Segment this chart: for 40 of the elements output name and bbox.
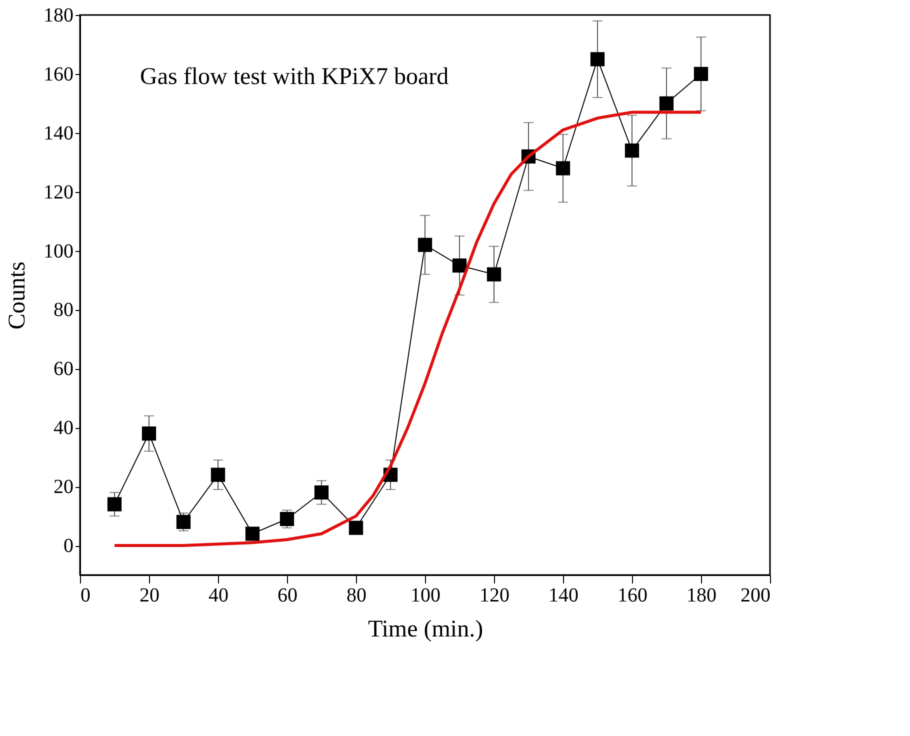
y-tick-label: 140 (44, 122, 74, 144)
point (452, 258, 467, 273)
x-tick-label: 100 (410, 584, 440, 606)
y-tick-label: 60 (54, 358, 74, 380)
point (418, 238, 432, 252)
x-tick-label: 0 (80, 584, 90, 606)
x-tick-label: 40 (208, 584, 228, 606)
x-tick-label: 160 (618, 584, 648, 606)
x-tick-label: 80 (346, 584, 366, 606)
point (659, 96, 674, 110)
point (176, 514, 191, 530)
x-tick-label: 140 (548, 584, 578, 606)
y-tick-label: 80 (54, 299, 74, 322)
x-axis-title: Time (min.) (368, 616, 484, 642)
point (556, 161, 570, 176)
point (210, 468, 226, 482)
point (486, 267, 502, 282)
x-tick-label: 180 (686, 584, 716, 606)
text: Gas flow test with KPiX7 board (140, 64, 449, 90)
y-tick-label: 0 (64, 535, 74, 558)
y-tick-label: 160 (44, 63, 74, 86)
point (348, 520, 364, 535)
x-tick-label: 200 (740, 584, 770, 606)
point (245, 526, 260, 541)
point (694, 66, 708, 82)
point (142, 426, 156, 441)
point (624, 144, 640, 158)
y-tick-label: 100 (44, 240, 74, 262)
point (314, 485, 329, 500)
y-axis-title: Counts (4, 261, 30, 330)
x-tick-label: 60 (278, 584, 298, 606)
point (590, 52, 605, 66)
point (107, 497, 122, 512)
x-tick-label: 120 (480, 584, 510, 606)
y-tick-label: 20 (54, 476, 74, 498)
y-tick-label: 40 (54, 417, 74, 440)
y-tick-label: 180 (44, 4, 74, 26)
point (280, 512, 294, 526)
y-tick-label: 120 (44, 181, 74, 204)
x-tick-label: 20 (140, 584, 160, 606)
